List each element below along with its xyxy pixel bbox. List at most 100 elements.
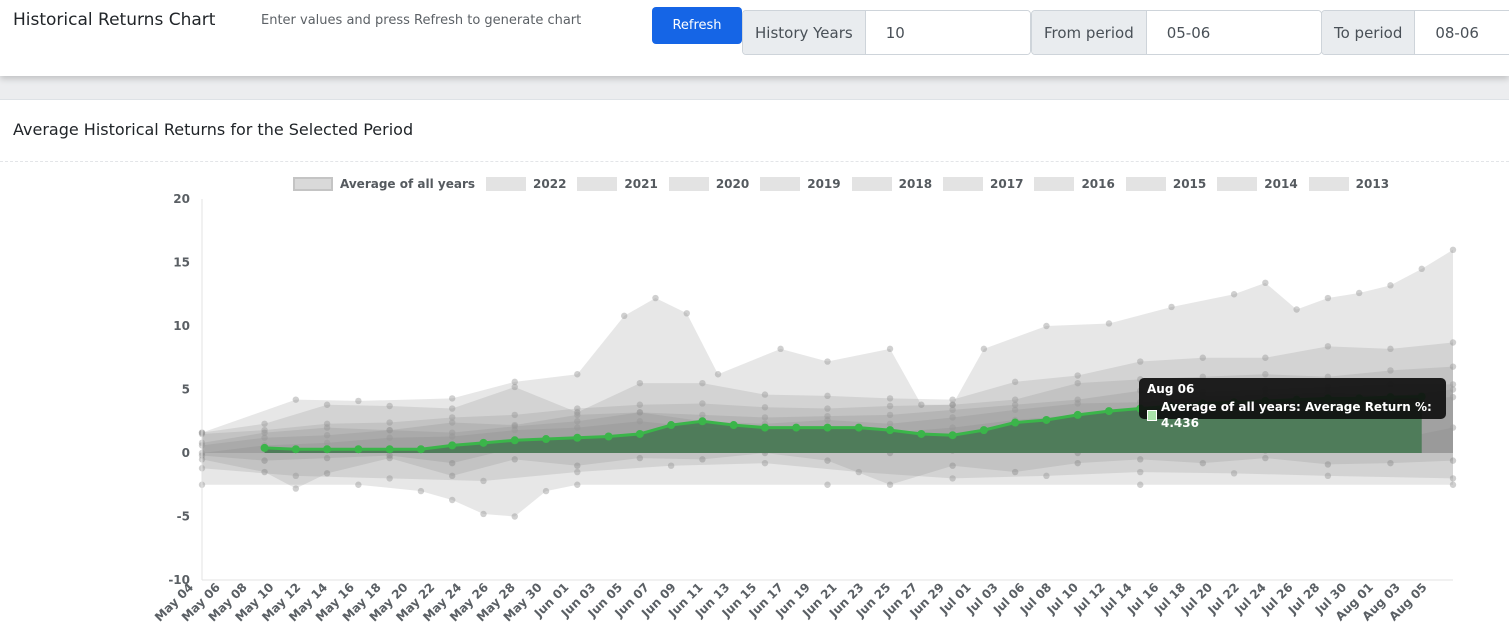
point-2013-12 — [1324, 472, 1332, 480]
point-2015-9 — [699, 456, 706, 463]
point-2013-2 — [386, 475, 393, 482]
legend-item-2013[interactable]: 2013 — [1308, 177, 1389, 191]
top-toolbar: Historical Returns Chart Enter values an… — [0, 0, 1509, 76]
point-2015-15 — [1074, 459, 1081, 467]
point-2020-12 — [949, 401, 956, 408]
chart-legend: Average of all years 2022 2021 2020 2019 2018… — [293, 175, 1400, 193]
legend-item-2014[interactable]: 2014 — [1217, 177, 1298, 191]
area-2013 — [202, 453, 1453, 481]
point-2022-13 — [918, 401, 925, 408]
point-2020-8 — [699, 400, 706, 407]
legend-item-2022[interactable]: 2022 — [486, 177, 566, 191]
refresh-button[interactable]: Refresh — [652, 7, 742, 44]
tooltip-title: Aug 06 — [1147, 382, 1195, 396]
chart-card-title: Average Historical Returns for the Selec… — [13, 120, 414, 139]
point-average-25 — [1042, 415, 1051, 424]
point-2022-6 — [621, 312, 628, 320]
point-2022-20 — [1262, 279, 1269, 287]
point-2021-5 — [511, 383, 518, 391]
point-2015-6 — [511, 456, 518, 463]
point-2021-20 — [1449, 339, 1457, 346]
point-2015-7 — [574, 462, 581, 469]
legend-item-2018[interactable]: 2018 — [851, 177, 933, 191]
point-2014-5 — [511, 513, 518, 520]
section-divider — [0, 76, 1509, 100]
point-2022-11 — [824, 358, 831, 365]
point-2019-1 — [261, 429, 268, 436]
legend-item-average-of-all-years[interactable]: Average of all years — [293, 177, 475, 191]
legend-label: 2021 — [624, 177, 658, 191]
point-2013-1 — [292, 472, 300, 480]
point-2022-2 — [355, 397, 362, 405]
point-2019-2 — [323, 424, 331, 431]
point-2015-3 — [323, 470, 331, 477]
history-years-group: History Years — [742, 10, 1031, 55]
legend-label: 2020 — [715, 177, 750, 191]
point-2020-14 — [1074, 379, 1081, 387]
point-2021-16 — [1199, 354, 1207, 361]
point-2019-14 — [1074, 396, 1081, 403]
point-2015-17 — [1199, 459, 1207, 467]
point-2015-2 — [292, 485, 300, 492]
legend-item-2017[interactable]: 2017 — [943, 177, 1023, 191]
point-2018-3 — [386, 426, 393, 434]
point-2021-13 — [1011, 378, 1019, 386]
y-tick-label: -5 — [177, 510, 190, 524]
legend-label: 2018 — [898, 177, 933, 191]
to-period-input[interactable] — [1415, 11, 1509, 54]
point-2015-11 — [824, 457, 831, 464]
point-average-8 — [510, 436, 519, 445]
point-2022-3 — [449, 395, 456, 402]
point-2014-6 — [542, 487, 550, 495]
point-2019-8 — [699, 411, 706, 419]
point-2014-4 — [480, 510, 487, 518]
point-2017-2 — [323, 439, 331, 447]
point-2015-19 — [1324, 461, 1332, 468]
point-average-24 — [1011, 418, 1020, 427]
point-2019-12 — [949, 406, 956, 414]
y-axis-ticks: 20 15 10 5 0 -5 -10 — [168, 192, 190, 587]
point-2022-10 — [777, 345, 784, 353]
point-2022-12 — [886, 345, 894, 353]
point-2019-10 — [824, 412, 831, 420]
point-2018-1 — [261, 434, 268, 441]
point-2015-12 — [886, 481, 894, 488]
point-average-6 — [448, 441, 457, 450]
point-2017-12 — [949, 424, 956, 431]
point-average-20 — [886, 426, 895, 435]
point-2017-7 — [636, 418, 644, 425]
legend-item-2019[interactable]: 2019 — [760, 177, 841, 191]
point-2020-9 — [761, 404, 769, 411]
point-2021-1 — [261, 420, 268, 427]
point-2013-6 — [761, 459, 769, 467]
point-2014-10 — [1449, 481, 1457, 488]
point-2022-26 — [1449, 246, 1457, 253]
point-2020-4 — [449, 414, 456, 421]
point-2020-3 — [386, 419, 393, 426]
point-2022-19 — [1230, 291, 1238, 298]
history-years-input[interactable] — [865, 11, 1030, 54]
point-2018-7 — [636, 409, 644, 416]
point-2013-7 — [855, 468, 862, 476]
legend-item-2020[interactable]: 2020 — [668, 177, 750, 191]
y-tick-label: 5 — [182, 383, 190, 397]
point-average-5 — [416, 445, 425, 454]
legend-item-2015[interactable]: 2015 — [1125, 177, 1206, 191]
point-2022-8 — [683, 310, 690, 317]
from-period-input[interactable] — [1146, 11, 1321, 54]
legend-label: 2017 — [990, 177, 1024, 191]
legend-item-2021[interactable]: 2021 — [577, 177, 658, 191]
point-2021-11 — [886, 395, 894, 402]
point-2022-5 — [574, 371, 581, 378]
point-2019-3 — [386, 426, 393, 434]
point-2021-7 — [636, 379, 644, 387]
point-2019-4 — [449, 419, 456, 426]
point-average-23 — [979, 426, 988, 435]
legend-swatch — [293, 177, 333, 191]
legend-item-2016[interactable]: 2016 — [1034, 177, 1115, 191]
point-2014-9 — [1137, 481, 1144, 488]
point-2022-18 — [1168, 303, 1175, 311]
point-2022-25 — [1418, 265, 1425, 273]
legend-swatch — [1034, 177, 1075, 191]
